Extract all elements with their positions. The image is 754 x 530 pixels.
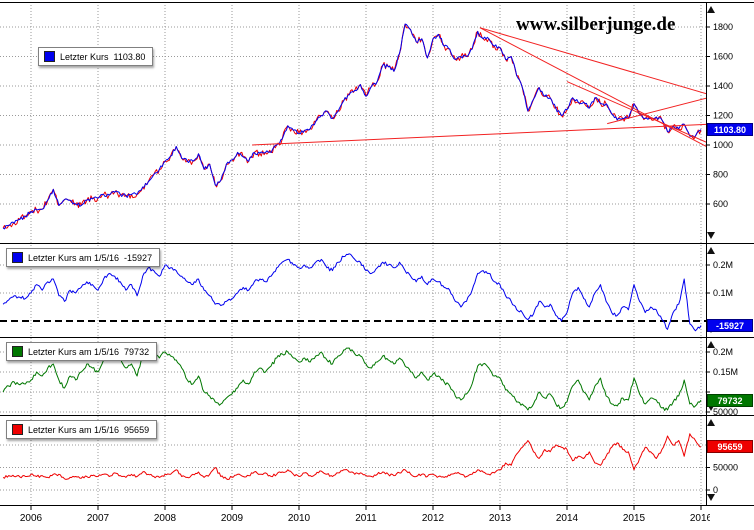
svg-text:2010: 2010 bbox=[288, 513, 311, 524]
svg-text:50000: 50000 bbox=[713, 463, 738, 473]
legend-price-label: Letzter Kurs 1103.80 bbox=[60, 51, 146, 62]
svg-text:2007: 2007 bbox=[87, 513, 110, 524]
svg-text:1800: 1800 bbox=[713, 22, 733, 32]
svg-text:1400: 1400 bbox=[713, 81, 733, 91]
indicator-series-blue bbox=[2, 253, 702, 332]
trendline bbox=[479, 27, 706, 95]
value-axis-labels: 1800 1600 1400 1200 1000 800 600 0.2M 0.1M 0.2M 0.… bbox=[706, 22, 738, 495]
svg-text:800: 800 bbox=[713, 170, 728, 180]
svg-text:1000: 1000 bbox=[713, 140, 733, 150]
svg-text:2011: 2011 bbox=[355, 513, 377, 524]
svg-text:50000: 50000 bbox=[713, 407, 738, 417]
svg-text:1200: 1200 bbox=[713, 111, 733, 121]
legend-panel3: Letzter Kurs am 1/5/16 79732 bbox=[6, 342, 158, 361]
time-axis-labels: 2006 2007 2008 2009 2010 2011 2012 2013 2014 2015… bbox=[20, 506, 713, 524]
panel2-axis-tag: -15927 bbox=[707, 319, 753, 332]
watermark: www.silberjunge.de bbox=[516, 14, 676, 35]
svg-text:0: 0 bbox=[713, 485, 718, 495]
svg-text:600: 600 bbox=[713, 199, 728, 209]
legend-panel2: Letzter Kurs am 1/5/16 -15927 bbox=[6, 248, 161, 267]
svg-text:2006: 2006 bbox=[20, 513, 43, 524]
scale-up-arrow-icon bbox=[707, 6, 715, 13]
legend-panel4-label: Letzter Kurs am 1/5/16 95659 bbox=[28, 424, 150, 435]
svg-text:2009: 2009 bbox=[221, 513, 244, 524]
svg-text:2014: 2014 bbox=[556, 513, 579, 524]
legend-price: Letzter Kurs 1103.80 bbox=[38, 47, 154, 66]
legend-panel4: Letzter Kurs am 1/5/16 95659 bbox=[6, 420, 158, 439]
scale-up-arrow-icon bbox=[707, 419, 715, 426]
indicator-series-red bbox=[2, 433, 702, 480]
scale-down-arrow-icon bbox=[707, 232, 715, 239]
panel4-axis-tag: 95659 bbox=[707, 440, 753, 453]
scale-down-arrow-icon bbox=[707, 494, 715, 501]
scale-up-arrow-icon bbox=[707, 247, 715, 254]
svg-text:2015: 2015 bbox=[623, 513, 646, 524]
legend-swatch-icon bbox=[12, 424, 23, 435]
svg-text:2016: 2016 bbox=[690, 513, 713, 524]
svg-text:0.1M: 0.1M bbox=[713, 288, 733, 298]
trendline bbox=[607, 97, 706, 125]
legend-swatch-icon bbox=[12, 346, 23, 357]
legend-swatch-icon bbox=[44, 51, 55, 62]
svg-text:2008: 2008 bbox=[154, 513, 177, 524]
legend-swatch-icon bbox=[12, 252, 23, 263]
legend-panel3-label: Letzter Kurs am 1/5/16 79732 bbox=[28, 346, 150, 357]
svg-text:1600: 1600 bbox=[713, 52, 733, 62]
trendline bbox=[566, 81, 706, 143]
trendlines bbox=[252, 27, 706, 147]
svg-text:2012: 2012 bbox=[422, 513, 445, 524]
scale-up-arrow-icon bbox=[707, 341, 715, 348]
svg-text:2013: 2013 bbox=[489, 513, 512, 524]
legend-panel2-label: Letzter Kurs am 1/5/16 -15927 bbox=[28, 252, 153, 263]
svg-text:0.2M: 0.2M bbox=[713, 260, 733, 270]
svg-text:0.15M: 0.15M bbox=[713, 367, 738, 377]
svg-text:0.2M: 0.2M bbox=[713, 347, 733, 357]
price-axis-tag: 1103.80 bbox=[707, 123, 753, 136]
trendline bbox=[479, 27, 706, 147]
price-series-blue bbox=[2, 23, 702, 230]
trendline bbox=[252, 123, 706, 146]
price-series-red-bars bbox=[2, 23, 702, 229]
panel3-axis-tag: 79732 bbox=[707, 394, 753, 407]
